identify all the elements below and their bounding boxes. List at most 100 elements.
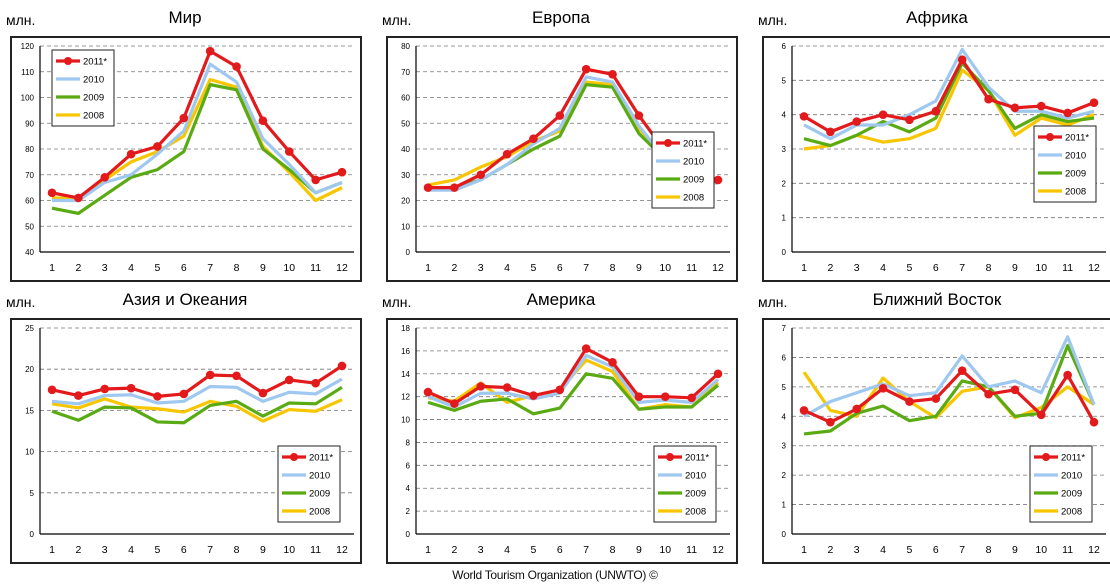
- data-point-2011: [852, 117, 862, 126]
- data-point-2011: [1063, 108, 1072, 118]
- legend-label: 2009: [83, 93, 104, 104]
- y-tick-label: 60: [25, 197, 34, 206]
- data-point-2011: [1036, 410, 1046, 420]
- data-point-2011: [634, 392, 644, 401]
- data-point-2011: [126, 149, 136, 159]
- plot-area: 0 5 10 15 20 25 1 2 3 4 5 6 7 8 9 10 11 12 2011* 2010 2009 20…: [10, 318, 362, 564]
- y-tick-label: 40: [401, 145, 410, 154]
- y-tick-label: 10: [401, 222, 410, 231]
- series-line-2009: [803, 344, 1096, 436]
- data-point-2011: [74, 193, 83, 203]
- x-tick-label: 12: [712, 262, 724, 274]
- legend-label: 2011*: [1065, 133, 1089, 144]
- data-point-2011: [205, 370, 215, 380]
- legend-label: 2011*: [685, 453, 709, 464]
- data-point-2011: [311, 175, 320, 185]
- data-point-2011: [555, 385, 565, 395]
- x-tick-label: 1: [49, 544, 55, 556]
- data-point-2011: [826, 417, 835, 427]
- legend-box: [277, 445, 341, 523]
- plot-area: 0 1 2 3 4 5 6 1 2 3 4 5 6 7 8 9 10 11 12 2011* 2010 2009 2008: [762, 36, 1110, 282]
- legend-marker: [1046, 133, 1054, 141]
- y-tick-label: 5: [782, 383, 787, 392]
- x-tick-label: 1: [425, 262, 431, 274]
- data-point-2011: [476, 170, 486, 180]
- chart-title: Азия и Океания: [122, 290, 248, 309]
- legend-box: [651, 131, 715, 209]
- series-line-2011: [803, 369, 1096, 424]
- y-tick-label: 0: [782, 530, 787, 539]
- y-tick-label: 80: [25, 145, 34, 154]
- chart-title: Африка: [906, 8, 968, 27]
- series-line-2011: [427, 347, 720, 406]
- y-tick-label: 15: [25, 406, 34, 415]
- data-point-2011: [581, 344, 591, 353]
- data-point-2011: [179, 389, 189, 399]
- x-tick-label: 7: [207, 544, 213, 556]
- y-tick-label: 80: [401, 42, 410, 51]
- legend-marker: [664, 139, 672, 147]
- x-tick-label: 8: [610, 544, 616, 556]
- legend-label: 2009: [309, 489, 330, 500]
- x-tick-label: 2: [451, 544, 457, 556]
- y-tick-label: 10: [401, 416, 410, 425]
- y-tick-label: 5: [30, 489, 35, 498]
- data-point-2011: [337, 361, 347, 371]
- x-tick-label: 4: [504, 262, 510, 274]
- chart-panel-middle-east: млн. Ближний Восток 0 1 2 3 4 5 6 7 1 2 3 4 5 6 7 8 9 10 1…: [756, 290, 1110, 564]
- x-tick-label: 6: [181, 262, 187, 274]
- series-line-2009: [427, 372, 720, 416]
- x-tick-label: 9: [260, 544, 266, 556]
- x-tick-label: 2: [75, 544, 81, 556]
- data-point-2011: [284, 147, 294, 156]
- y-tick-label: 70: [25, 171, 34, 180]
- data-point-2011: [799, 406, 809, 415]
- data-point-2011: [100, 173, 110, 182]
- x-tick-label: 10: [283, 262, 295, 274]
- data-point-2011: [660, 392, 670, 401]
- x-tick-label: 5: [531, 544, 537, 556]
- legend: 2011* 2010 2009 2008: [277, 445, 341, 523]
- series-line-2011: [51, 49, 343, 200]
- series-line-2008: [51, 397, 343, 423]
- series-line-2010: [52, 62, 343, 203]
- x-tick-label: 8: [986, 262, 992, 274]
- y-tick-label: 70: [401, 68, 410, 77]
- data-point-2011: [502, 149, 512, 159]
- x-tick-label: 12: [336, 544, 348, 556]
- x-tick-label: 9: [1012, 262, 1018, 274]
- data-point-2011: [905, 115, 914, 125]
- x-tick-label: 2: [827, 544, 833, 556]
- x-tick-label: 5: [907, 262, 913, 274]
- x-tick-label: 10: [1035, 262, 1047, 274]
- legend-marker: [666, 453, 674, 461]
- y-tick-label: 0: [406, 248, 411, 257]
- legend-marker: [1042, 453, 1050, 461]
- series-line-2011: [51, 364, 343, 398]
- y-tick-label: 20: [401, 197, 410, 206]
- legend-label: 2008: [683, 193, 704, 204]
- x-tick-label: 12: [1088, 262, 1100, 274]
- footer-credit: World Tourism Organization (UNWTO) ©: [452, 568, 658, 582]
- x-tick-label: 10: [659, 544, 671, 556]
- y-tick-label: 50: [401, 119, 410, 128]
- x-tick-label: 6: [933, 544, 939, 556]
- x-tick-label: 7: [959, 544, 965, 556]
- legend-label: 2008: [1065, 187, 1086, 198]
- x-tick-label: 2: [827, 262, 833, 274]
- data-point-2011: [931, 106, 941, 116]
- data-point-2011: [179, 113, 189, 123]
- legend: 2011* 2010 2009 2008: [651, 131, 715, 209]
- x-tick-label: 7: [583, 544, 589, 556]
- x-tick-label: 3: [102, 262, 108, 274]
- x-tick-label: 4: [128, 544, 134, 556]
- x-tick-label: 6: [557, 544, 563, 556]
- y-tick-label: 16: [401, 347, 410, 356]
- x-tick-label: 8: [610, 262, 616, 274]
- data-point-2011: [232, 371, 241, 381]
- x-tick-label: 5: [155, 262, 161, 274]
- legend-box: [51, 49, 115, 127]
